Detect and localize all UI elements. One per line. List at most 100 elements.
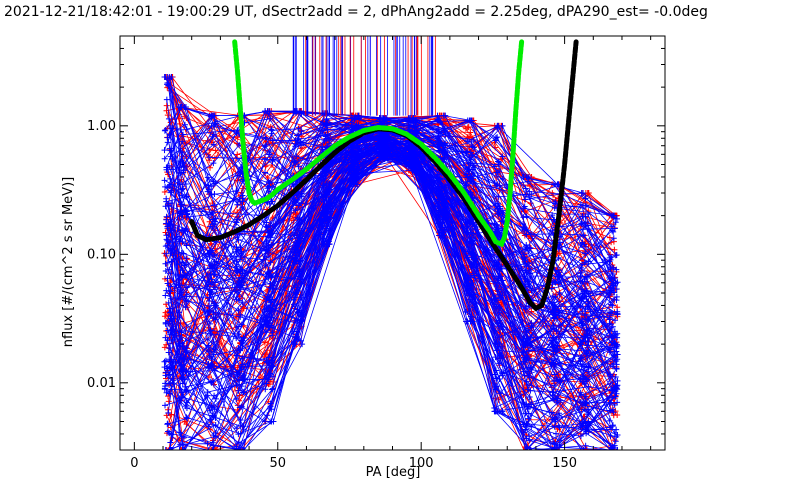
flux-point-marker (606, 400, 613, 407)
flux-point-marker (297, 227, 304, 234)
flux-point-marker (522, 185, 529, 192)
flux-point-marker (581, 241, 588, 248)
flux-point-marker (552, 304, 559, 311)
flux-point-marker (580, 232, 587, 239)
flux-point-marker (162, 292, 169, 299)
flux-point-marker (207, 291, 214, 298)
flux-point-marker (179, 447, 186, 450)
flux-point-marker (233, 335, 240, 342)
flux-point-marker (210, 112, 217, 119)
flux-point-marker (549, 392, 556, 399)
flux-point-marker (163, 198, 170, 205)
flux-point-marker (262, 169, 269, 176)
flux-point-marker (165, 393, 172, 400)
flux-point-marker (206, 303, 213, 310)
flux-point-marker (606, 417, 613, 424)
flux-point-marker (233, 219, 240, 226)
flux-point-marker (583, 428, 590, 435)
flux-point-marker (582, 195, 589, 202)
flux-point-marker (162, 260, 169, 267)
flux-point-marker (464, 174, 471, 181)
flux-point-marker (613, 390, 620, 397)
flux-point-marker (435, 211, 442, 218)
flux-point-marker (381, 116, 388, 123)
flux-point-marker (204, 335, 211, 342)
flux-point-marker (177, 447, 184, 450)
flux-point-marker (291, 229, 298, 236)
flux-point-marker (264, 317, 271, 324)
flux-point-marker (163, 389, 170, 396)
flux-point-marker (161, 385, 168, 392)
flux-profile-line (171, 76, 611, 255)
flux-point-marker (204, 440, 211, 447)
flux-point-marker (525, 248, 532, 255)
flux-point-marker (407, 150, 414, 157)
flux-point-marker (184, 211, 191, 218)
flux-point-marker (498, 369, 505, 376)
flux-point-marker (552, 347, 559, 354)
flux-point-marker (520, 220, 527, 227)
flux-point-marker (162, 203, 169, 210)
flux-point-marker (205, 447, 212, 450)
flux-point-marker (168, 200, 175, 207)
flux-point-marker (611, 225, 618, 232)
flux-point-marker (325, 163, 332, 170)
flux-point-marker (527, 387, 534, 394)
flux-point-marker (578, 447, 585, 450)
flux-point-marker (161, 147, 168, 154)
flux-point-marker (176, 429, 183, 436)
flux-point-marker (179, 185, 186, 192)
flux-point-marker (166, 447, 173, 450)
flux-point-marker (234, 134, 241, 141)
flux-point-marker (298, 128, 305, 135)
flux-point-marker (169, 447, 176, 450)
flux-point-marker (552, 279, 559, 286)
flux-point-marker (211, 190, 218, 197)
flux-point-marker (524, 447, 531, 450)
flux-point-marker (212, 279, 219, 286)
flux-point-marker (463, 290, 470, 297)
flux-point-marker (162, 357, 169, 364)
flux-point-marker (613, 426, 620, 433)
flux-point-marker (577, 341, 584, 348)
flux-point-marker (379, 141, 386, 148)
flux-point-marker (348, 165, 355, 172)
flux-point-marker (434, 177, 441, 184)
flux-point-marker (176, 158, 183, 165)
flux-point-marker (526, 244, 533, 251)
flux-point-marker (499, 153, 506, 160)
flux-point-marker (161, 358, 168, 365)
flux-point-marker (235, 387, 242, 394)
flux-point-marker (168, 447, 175, 450)
flux-point-marker (522, 196, 529, 203)
flux-point-marker (607, 309, 614, 316)
flux-point-marker (176, 332, 183, 339)
flux-point-marker (204, 211, 211, 218)
flux-point-marker (235, 297, 242, 304)
flux-point-marker (493, 383, 500, 390)
flux-point-marker (499, 326, 506, 333)
flux-point-marker (234, 151, 241, 158)
flux-point-marker (167, 358, 174, 365)
flux-point-marker (162, 334, 169, 341)
flux-point-marker (550, 308, 557, 315)
flux-point-marker (178, 291, 185, 298)
flux-point-marker (613, 365, 620, 372)
flux-point-marker (178, 351, 185, 358)
flux-point-marker (234, 201, 241, 208)
flux-point-marker (239, 376, 246, 383)
flux-point-marker (298, 206, 305, 213)
flux-point-marker (584, 211, 591, 218)
flux-point-marker (439, 232, 446, 239)
flux-profile-line (167, 149, 611, 448)
flux-point-marker (292, 207, 299, 214)
flux-point-marker (294, 266, 301, 273)
flux-point-marker (551, 416, 558, 423)
flux-point-marker (168, 326, 175, 333)
flux-point-marker (233, 396, 240, 403)
flux-point-marker (204, 392, 211, 399)
flux-point-marker (208, 276, 215, 283)
flux-point-marker (163, 375, 170, 382)
flux-point-marker (551, 355, 558, 362)
flux-point-marker (356, 115, 363, 122)
